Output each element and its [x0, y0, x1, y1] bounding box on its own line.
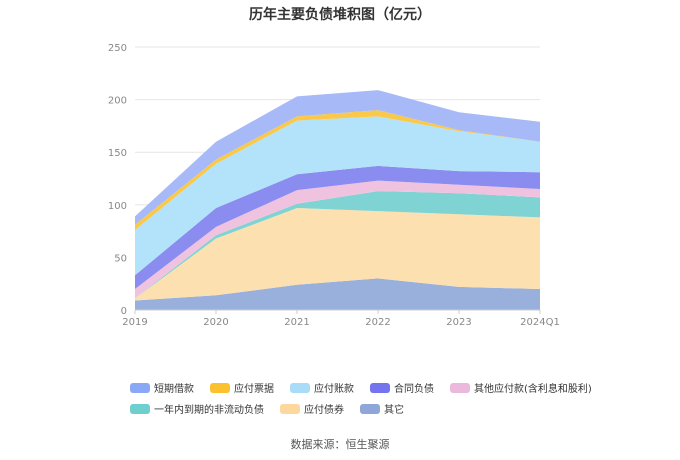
legend-label: 应付票据 [234, 384, 274, 395]
legend-label: 应付债券 [304, 405, 344, 416]
x-tick-label: 2021 [284, 317, 309, 328]
legend-swatch [450, 382, 470, 393]
legend-label: 其它 [384, 405, 404, 416]
y-tick-label: 250 [108, 43, 127, 54]
y-tick-label: 50 [114, 253, 127, 264]
legend-swatch [290, 382, 310, 393]
area-series-2 [135, 208, 540, 301]
legend: 短期借款 应付票据 应付账款 合同负债 其他应付款(含利息和股利) 一年内到期的非流动负债… [130, 377, 592, 419]
legend-label: 应付账款 [314, 384, 354, 395]
area-series-8 [135, 90, 540, 225]
area-series-4 [135, 180, 540, 299]
legend-label: 其他应付款(含利息和股利) [474, 384, 592, 395]
legend-item[interactable]: 一年内到期的非流动负债 [130, 401, 264, 416]
legend-swatch [360, 403, 380, 414]
x-tick-label: 2022 [365, 317, 390, 328]
legend-item[interactable]: 应付账款 [290, 380, 354, 395]
y-tick-label: 200 [108, 96, 127, 107]
x-tick-label: 2020 [203, 317, 228, 328]
legend-label: 一年内到期的非流动负债 [154, 405, 264, 416]
legend-item[interactable]: 短期借款 [130, 380, 194, 395]
area-series-1 [135, 278, 540, 310]
y-tick-label: 150 [108, 148, 127, 159]
legend-swatch [210, 382, 230, 393]
legend-swatch [370, 382, 390, 393]
legend-item[interactable]: 应付债券 [280, 401, 344, 416]
legend-swatch [130, 403, 150, 414]
axes: 0 50 100 150 200 250 2019 2020 2021 2022 2023 2024Q… [108, 43, 560, 328]
legend-item[interactable]: 应付票据 [210, 380, 274, 395]
chart-title: 历年主要负债堆积图（亿元） [249, 7, 431, 23]
data-source-note: 数据来源：恒生聚源 [290, 438, 390, 451]
legend-label: 合同负债 [394, 384, 434, 395]
legend-item[interactable]: 合同负债 [370, 380, 434, 395]
area-series-6 [135, 116, 540, 276]
legend-row: 一年内到期的非流动负债 应付债券 其它 [130, 398, 570, 419]
y-tick-label: 0 [121, 306, 127, 317]
x-tick-label: 2024Q1 [520, 317, 560, 328]
legend-label: 短期借款 [154, 384, 194, 395]
legend-row: 短期借款 应付票据 应付账款 合同负债 其他应付款(含利息和股利) [130, 377, 592, 398]
stacked-area-chart: 0 50 100 150 200 250 2019 2020 2021 2022 2023 2024Q… [108, 43, 560, 328]
x-tick-label: 2023 [446, 317, 471, 328]
y-tick-label: 100 [108, 201, 127, 212]
legend-swatch [280, 403, 300, 414]
legend-item[interactable]: 其它 [360, 401, 404, 416]
area-layers [135, 90, 540, 310]
area-series-3 [135, 191, 540, 299]
legend-swatch [130, 382, 150, 393]
legend-item[interactable]: 其他应付款(含利息和股利) [450, 380, 592, 395]
area-series-5 [135, 165, 540, 289]
x-tick-label: 2019 [122, 317, 147, 328]
